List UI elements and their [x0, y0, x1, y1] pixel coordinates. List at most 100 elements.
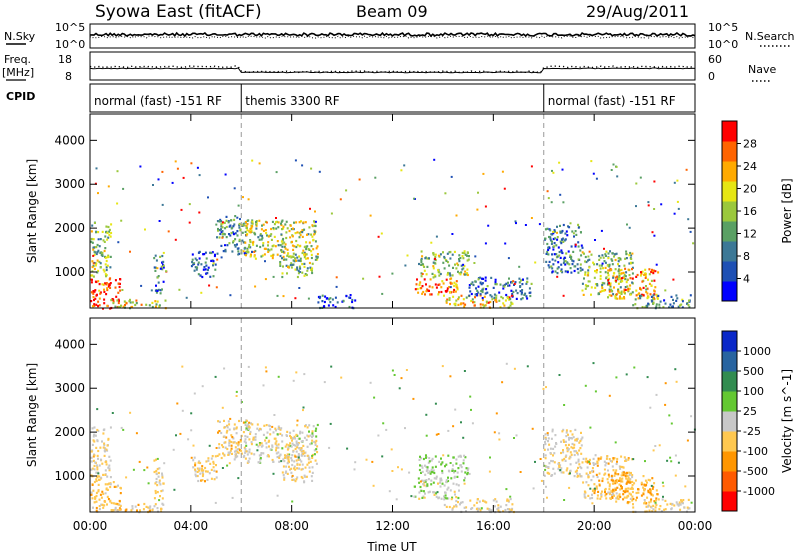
echo-cell: [195, 268, 198, 271]
echo-cell: [250, 441, 253, 444]
echo-cell: [431, 272, 434, 275]
echo-cell: [101, 230, 104, 233]
echo-cell: [577, 241, 580, 244]
echo-cell: [675, 501, 678, 504]
echo-cell: [622, 498, 625, 501]
echo-cell: [568, 438, 570, 441]
echo-cell: [116, 202, 119, 205]
echo-cell: [687, 218, 690, 221]
echo-cell: [462, 459, 465, 462]
echo-cell: [628, 287, 631, 290]
echo-cell: [497, 504, 500, 507]
echo-cell: [90, 450, 93, 453]
echo-cell: [584, 260, 587, 263]
date-label: 29/Aug/2011: [586, 2, 689, 21]
echo-cell: [652, 485, 655, 488]
echo-cell: [97, 280, 100, 283]
echo-cell: [608, 277, 610, 280]
echo-cell: [475, 294, 478, 297]
echo-cell: [226, 244, 229, 247]
echo-cell: [482, 172, 485, 175]
echo-cell: [206, 470, 209, 473]
echo-cell: [147, 482, 150, 485]
echo-cell: [230, 227, 233, 230]
echo-cell: [592, 488, 595, 491]
echo-cell: [648, 501, 651, 504]
echo-cell: [423, 484, 426, 487]
echo-cell: [501, 381, 504, 384]
echo-cell: [316, 253, 319, 256]
echo-cell: [172, 448, 175, 451]
echo-cell: [546, 250, 549, 253]
echo-cell: [230, 447, 233, 450]
echo-cell: [207, 268, 209, 272]
echo-cell: [520, 279, 522, 282]
echo-cell: [682, 502, 684, 505]
echo-cell: [225, 436, 228, 439]
echo-cell: [445, 300, 448, 303]
echo-cell: [551, 428, 554, 431]
echo-cell: [644, 306, 647, 309]
echo-cell: [421, 496, 424, 499]
echo-cell: [503, 285, 506, 288]
echo-cell: [244, 421, 247, 424]
echo-cell: [583, 493, 586, 496]
echo-cell: [116, 510, 119, 513]
echo-cell: [645, 288, 648, 291]
echo-cell: [461, 501, 464, 504]
echo-cell: [538, 223, 541, 226]
echo-cell: [243, 446, 246, 449]
echo-cell: [274, 427, 277, 430]
echo-cell: [453, 302, 456, 306]
echo-cell: [653, 234, 656, 237]
echo-cell: [560, 467, 563, 470]
echo-cell: [487, 224, 490, 227]
echo-cell: [159, 267, 162, 270]
echo-cell: [632, 503, 634, 506]
echo-cell: [547, 197, 550, 200]
echo-cell: [163, 462, 166, 465]
echo-cell: [95, 506, 98, 510]
echo-cell: [553, 245, 556, 248]
echo-cell: [217, 420, 220, 423]
echo-cell: [242, 196, 244, 199]
echo-cell: [564, 263, 567, 266]
echo-cell: [603, 282, 606, 285]
echo-cell: [422, 490, 425, 493]
echo-cell: [308, 430, 310, 433]
echo-cell: [602, 267, 604, 270]
echo-cell: [472, 301, 474, 304]
echo-cell: [619, 277, 622, 280]
echo-cell: [247, 424, 250, 428]
echo-cell: [499, 306, 502, 309]
echo-cell: [109, 476, 112, 479]
echo-cell: [467, 467, 470, 470]
echo-cell: [225, 236, 228, 239]
echo-cell: [218, 430, 221, 432]
echo-cell: [298, 245, 301, 248]
echo-cell: [662, 485, 665, 488]
echo-cell: [92, 238, 95, 241]
echo-cell: [648, 268, 651, 271]
echo-cell: [95, 464, 98, 467]
echo-cell: [298, 454, 301, 457]
echo-cell: [95, 253, 98, 256]
echo-cell: [405, 369, 408, 371]
panel-frame: [89, 113, 696, 309]
echo-cell: [655, 393, 658, 396]
echo-cell: [278, 456, 281, 459]
echo-cell: [242, 222, 245, 225]
cpid-segment-label: themis 3300 RF: [245, 94, 339, 108]
echo-cell: [560, 251, 563, 254]
echo-cell: [560, 440, 563, 443]
echo-cell: [604, 261, 607, 264]
echo-cell: [101, 503, 104, 506]
echo-cell: [627, 289, 630, 292]
echo-cell: [258, 442, 261, 445]
echo-cell: [120, 487, 122, 490]
echo-cell: [543, 464, 546, 467]
echo-cell: [277, 244, 280, 247]
echo-cell: [217, 229, 219, 232]
echo-cell: [161, 489, 164, 492]
echo-cell: [159, 292, 162, 295]
